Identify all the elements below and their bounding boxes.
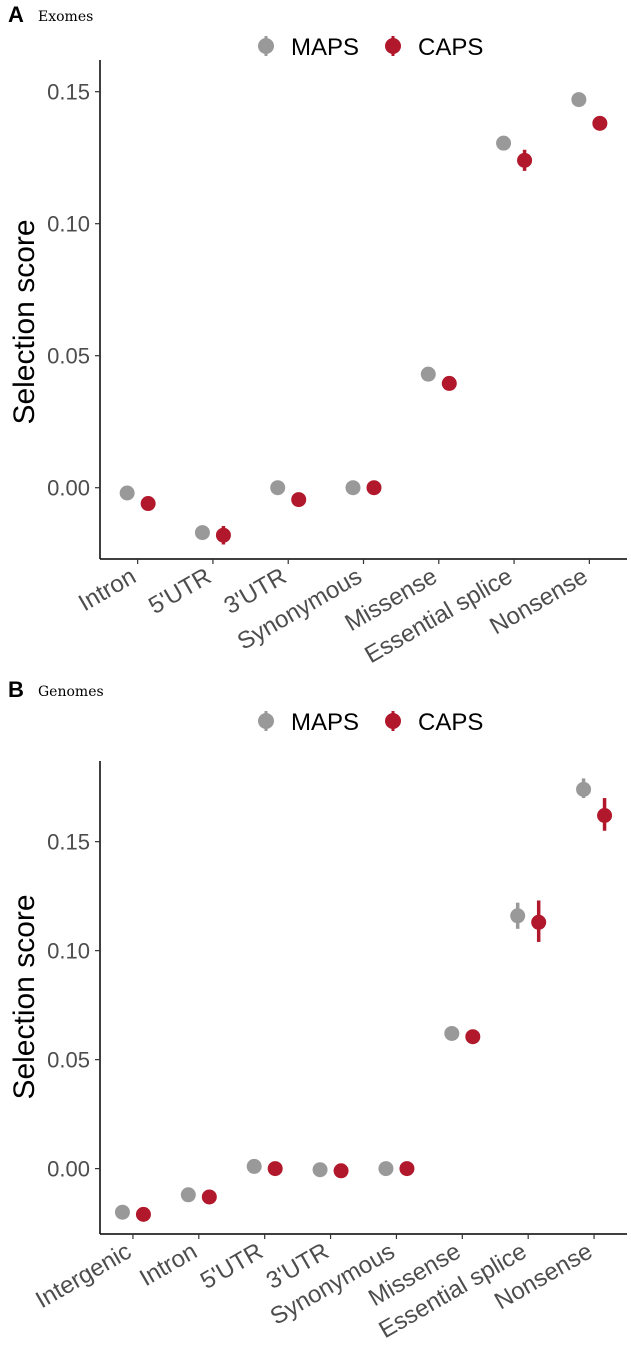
maps-point bbox=[114, 1204, 130, 1220]
caps-point bbox=[517, 152, 533, 168]
legend-a-caps-label: CAPS bbox=[418, 34, 483, 61]
maps-point bbox=[510, 908, 526, 924]
x-tick-label: Intron bbox=[135, 1238, 202, 1292]
panel-b-letter: B bbox=[8, 677, 24, 702]
x-tick-label: 5'UTR bbox=[196, 1238, 268, 1295]
panel-b-subtitle: Genomes bbox=[38, 684, 104, 700]
panel-b-legend: MAPS CAPS bbox=[258, 709, 483, 736]
legend-b-maps-marker bbox=[258, 713, 274, 729]
caps-point bbox=[140, 496, 156, 512]
caps-point bbox=[366, 480, 382, 496]
legend-b-maps-label: MAPS bbox=[291, 709, 359, 736]
panel-a-y-axis-title: Selection score bbox=[8, 219, 41, 424]
x-tick-label: Intron bbox=[74, 563, 141, 617]
maps-point bbox=[444, 1025, 460, 1041]
panel-a-legend: MAPS CAPS bbox=[258, 34, 483, 61]
y-tick-label: 0.15 bbox=[47, 80, 90, 105]
maps-point bbox=[194, 525, 210, 541]
y-tick-label: 0.15 bbox=[47, 830, 90, 855]
legend-a-maps-label: MAPS bbox=[291, 34, 359, 61]
y-tick-label: 0.00 bbox=[47, 1157, 90, 1182]
maps-point bbox=[312, 1162, 328, 1178]
y-tick-label: 0.05 bbox=[47, 344, 90, 369]
legend-b-caps-label: CAPS bbox=[418, 709, 483, 736]
maps-point bbox=[246, 1158, 262, 1174]
caps-point bbox=[399, 1161, 415, 1177]
caps-point bbox=[215, 527, 231, 543]
caps-point bbox=[333, 1163, 349, 1179]
x-tick-label: Intergenic bbox=[31, 1238, 136, 1314]
x-tick-label: 5'UTR bbox=[144, 563, 216, 620]
panel-a-letter: A bbox=[8, 2, 24, 27]
caps-point bbox=[201, 1189, 217, 1205]
legend-a-maps-marker bbox=[258, 38, 274, 54]
y-tick-label: 0.05 bbox=[47, 1048, 90, 1073]
caps-point bbox=[597, 807, 613, 823]
caps-point bbox=[592, 115, 608, 131]
panel-a-subtitle: Exomes bbox=[38, 9, 93, 25]
caps-point bbox=[135, 1206, 151, 1222]
caps-point bbox=[441, 375, 457, 391]
caps-point bbox=[531, 914, 547, 930]
maps-point bbox=[119, 485, 135, 501]
maps-point bbox=[571, 92, 587, 108]
y-tick-label: 0.10 bbox=[47, 939, 90, 964]
panel-b-y-axis-title: Selection score bbox=[8, 894, 41, 1099]
maps-point bbox=[180, 1187, 196, 1203]
legend-b-caps-marker bbox=[385, 713, 401, 729]
y-tick-label: 0.00 bbox=[47, 476, 90, 501]
y-tick-label: 0.10 bbox=[47, 212, 90, 237]
caps-point bbox=[291, 492, 307, 508]
caps-point bbox=[267, 1161, 283, 1177]
maps-point bbox=[378, 1161, 394, 1177]
legend-a-caps-marker bbox=[385, 38, 401, 54]
maps-point bbox=[576, 781, 592, 797]
maps-point bbox=[420, 366, 436, 382]
maps-point bbox=[270, 480, 286, 496]
caps-point bbox=[465, 1029, 481, 1045]
maps-point bbox=[345, 480, 361, 496]
maps-point bbox=[496, 135, 512, 151]
